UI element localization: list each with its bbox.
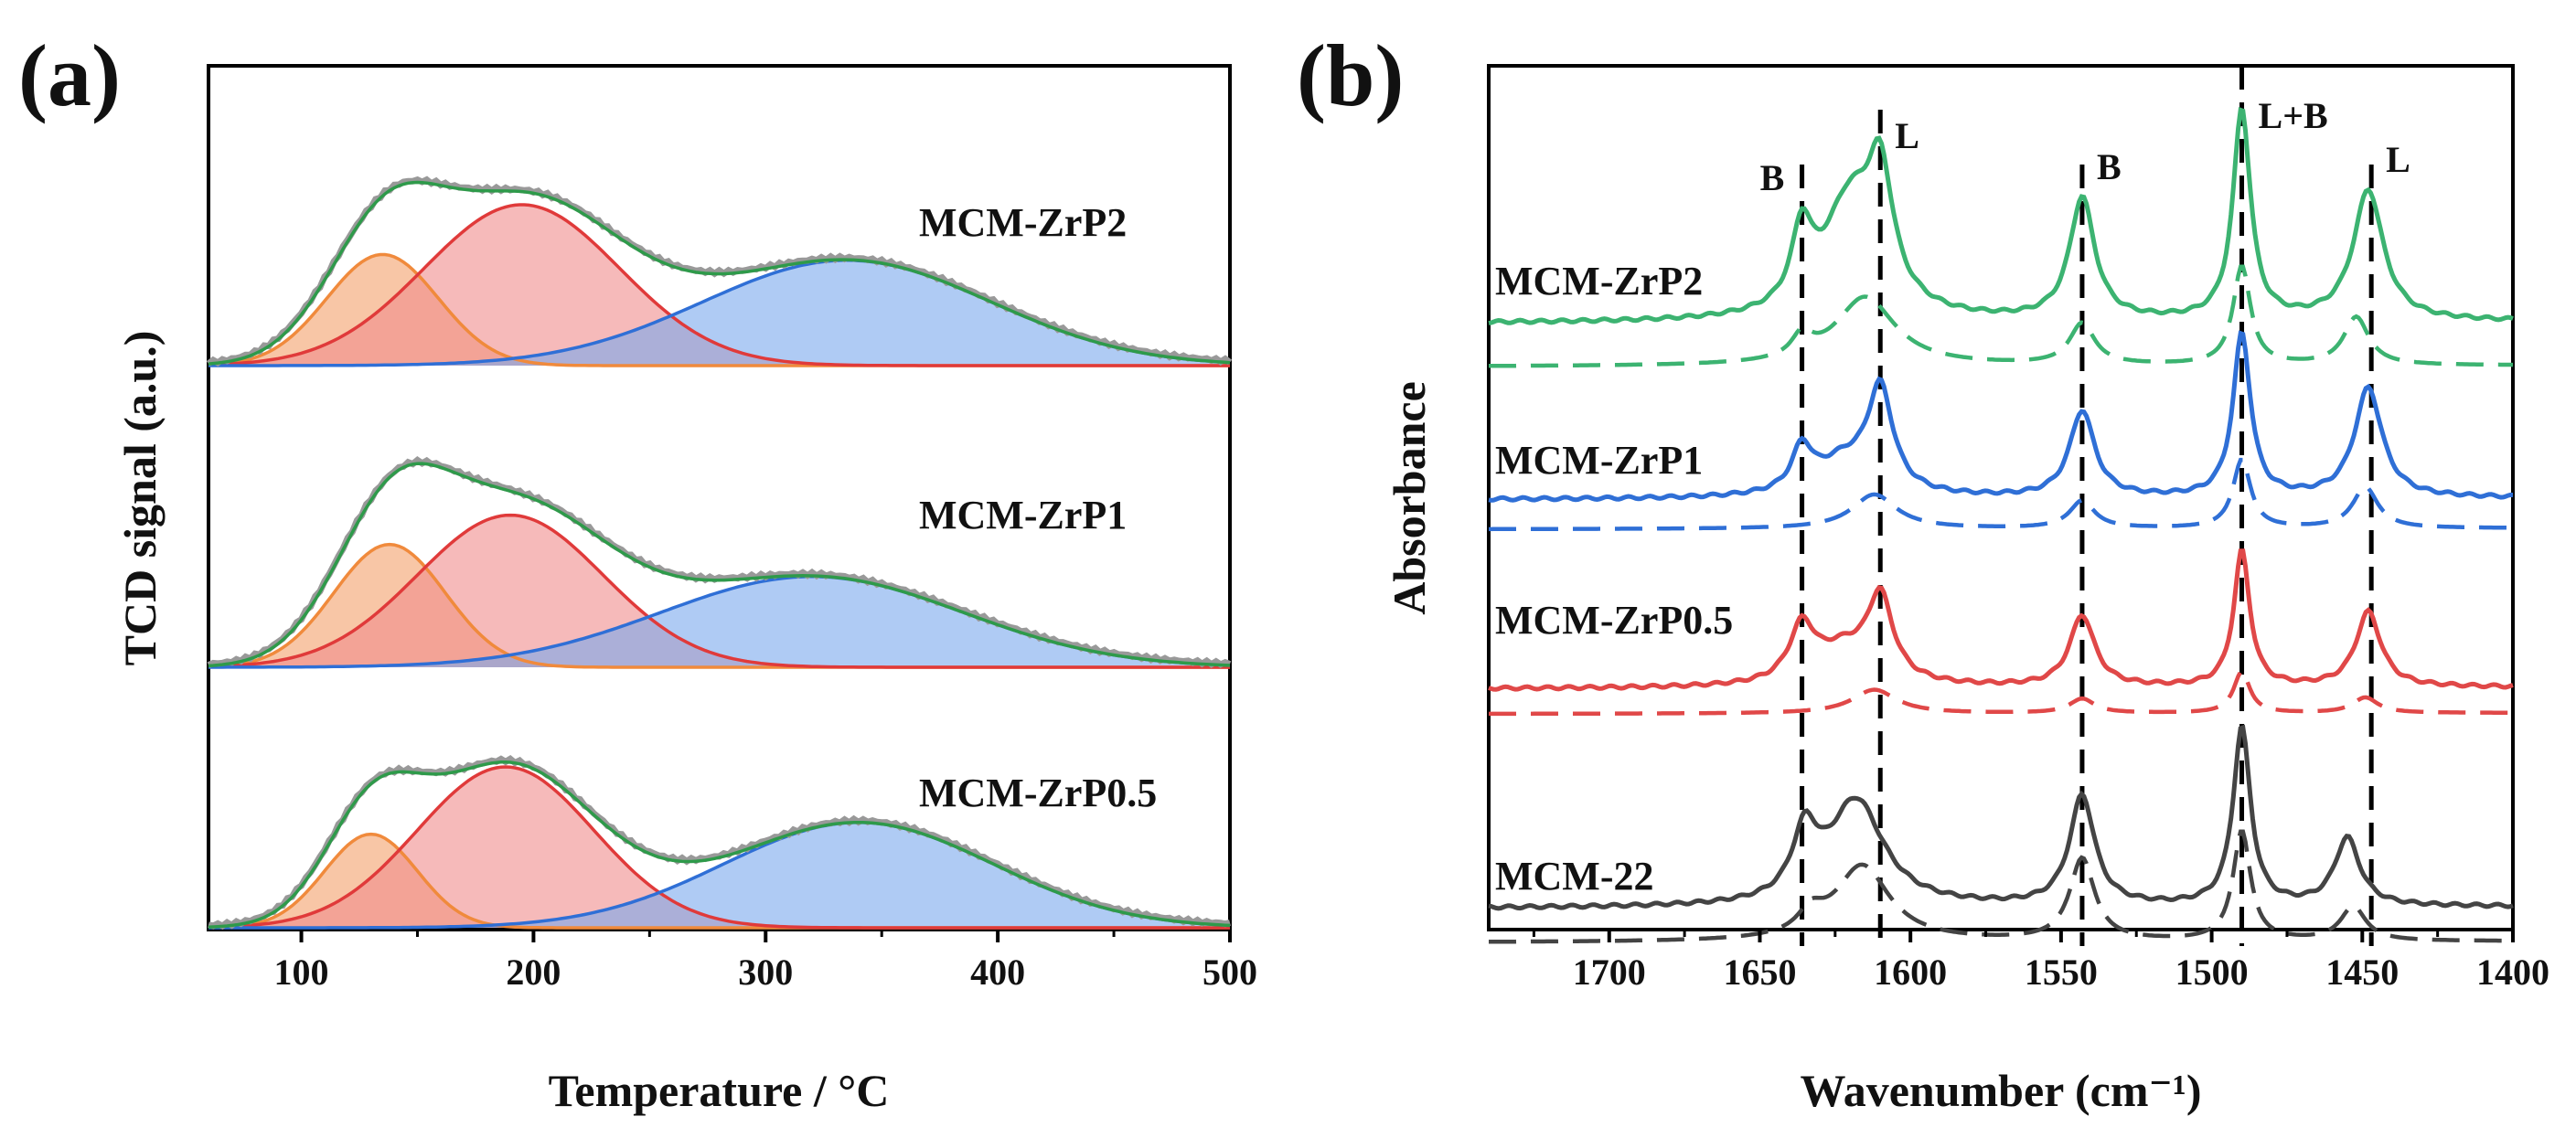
tpd-peak-fill-high-temperature — [208, 576, 1230, 667]
tpd-peak-fill-medium-temperature — [208, 515, 1230, 667]
x-tick-label: 400 — [970, 952, 1025, 993]
reference-line-label: L — [1895, 115, 1919, 156]
x-tick-label: 1550 — [2025, 952, 2098, 993]
x-tick-label: 1700 — [1573, 952, 1646, 993]
ir-spectrum-dashed — [1489, 457, 2513, 532]
ir-spectrum-solid — [1488, 107, 2514, 326]
x-tick-label: 300 — [738, 952, 793, 993]
ir-spectrum-dashed — [1489, 264, 2514, 368]
tpd-sample-label: MCM-ZrP1 — [919, 493, 1127, 537]
tpd-peak-fill-high-temperature — [208, 822, 1230, 928]
reference-line-label: L — [2386, 139, 2410, 180]
panel-a-y-axis-title: TCD signal (a.u.) — [114, 331, 166, 666]
tpd-fitted-envelope — [208, 462, 1231, 668]
panel-b-label: (b) — [1297, 27, 1404, 124]
panel-a: (a) MCM-ZrP2 MCM-ZrP1 MCM-ZrP0.5 100 200 300… — [18, 27, 1257, 1116]
ir-spectrum-dashed — [1489, 829, 2514, 944]
ir-sample-label: MCM-22 — [1495, 854, 1654, 899]
tpd-peak-line-medium-temperature — [208, 513, 1230, 669]
panel-a-frame — [207, 64, 1232, 931]
tpd-peak-line-medium-temperature — [208, 765, 1230, 930]
panel-b-plots: B L B L+B L MCM-ZrP2 MCM-ZrP1 MCM-ZrP0.5 MCM-22 — [1488, 66, 2514, 946]
ir-series-2: MCM-ZrP0.5 — [1488, 548, 2514, 717]
ir-spectrum-solid — [1488, 330, 2514, 503]
panel-b-y-axis-title: Absorbance — [1384, 381, 1435, 615]
ir-spectrum-dashed — [1489, 669, 2513, 717]
ir-sample-label: MCM-ZrP0.5 — [1495, 598, 1733, 643]
reference-line-label: B — [1760, 157, 1785, 198]
tpd-sample-2: MCM-ZrP0.5 — [208, 755, 1231, 931]
reference-line-label: B — [2097, 146, 2122, 187]
ir-series-0: MCM-ZrP2 — [1488, 107, 2514, 368]
x-tick-label: 100 — [274, 952, 329, 993]
tpd-sample-1: MCM-ZrP1 — [207, 456, 1232, 669]
tpd-fitted-envelope — [208, 760, 1231, 929]
x-tick-label: 1450 — [2325, 952, 2399, 993]
ir-sample-label: MCM-ZrP1 — [1495, 438, 1703, 483]
panel-b: (b) B L B L+B L MCM-ZrP2 MCM-ZrP1 MCM-ZrP0.5 MCM… — [1297, 27, 2549, 1116]
x-tick-label: 1600 — [1874, 952, 1947, 993]
panel-a-label: (a) — [18, 27, 121, 124]
tpd-peak-line-medium-temperature — [208, 203, 1230, 367]
panel-b-x-ticks: 1700 1650 1600 1550 1500 1450 1400 — [1532, 930, 2549, 993]
tpd-sample-label: MCM-ZrP0.5 — [919, 771, 1157, 815]
tpd-sample-0: MCM-ZrP2 — [206, 175, 1233, 367]
x-tick-label: 200 — [506, 952, 561, 993]
panel-b-x-axis-title: Wavenumber (cm⁻¹) — [1800, 1065, 2201, 1116]
panel-b-frame — [1487, 64, 2515, 931]
ir-series-3: MCM-22 — [1488, 724, 2514, 944]
ir-spectrum-solid — [1488, 548, 2514, 692]
ir-sample-label: MCM-ZrP2 — [1495, 259, 1703, 303]
tpd-peak-fill-medium-temperature — [208, 767, 1230, 928]
panel-a-x-ticks: 100 200 300 400 500 — [274, 930, 1257, 993]
tpd-peak-fill-high-temperature — [208, 260, 1230, 366]
panel-a-x-axis-title: Temperature / °C — [549, 1065, 890, 1116]
panel-a-plots: MCM-ZrP2 MCM-ZrP1 MCM-ZrP0.5 — [206, 175, 1233, 931]
ir-spectrum-solid — [1488, 724, 2514, 911]
x-tick-label: 500 — [1202, 952, 1257, 993]
x-tick-label: 1400 — [2476, 952, 2549, 993]
x-tick-label: 1650 — [1723, 952, 1796, 993]
tpd-fitted-envelope — [208, 180, 1231, 366]
reference-line-label: L+B — [2259, 95, 2328, 136]
x-tick-label: 1500 — [2175, 952, 2249, 993]
ir-series-1: MCM-ZrP1 — [1488, 330, 2514, 532]
tpd-sample-label: MCM-ZrP2 — [919, 200, 1127, 245]
